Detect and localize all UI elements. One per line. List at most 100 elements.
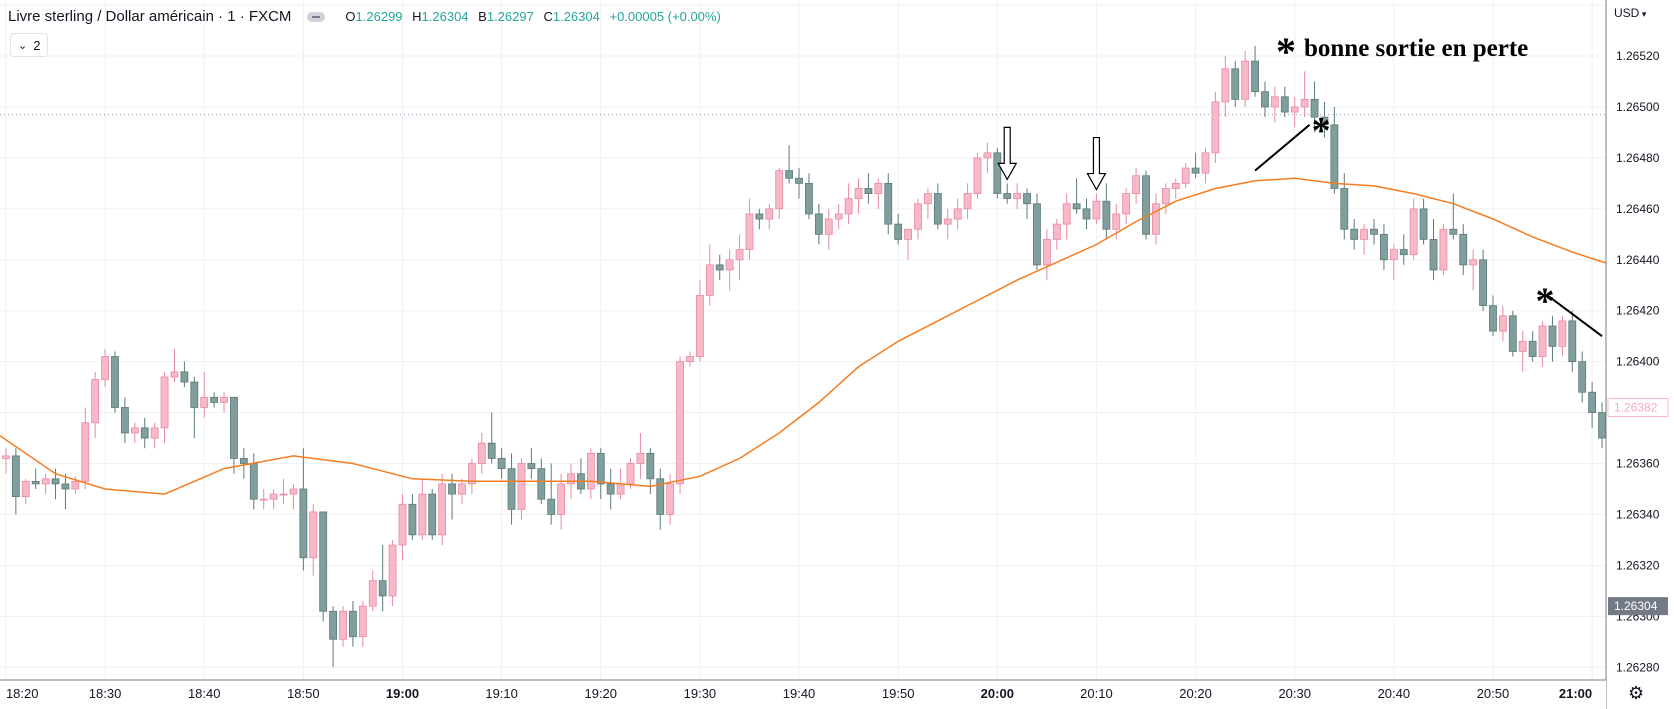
- candle-body: [1033, 203, 1041, 266]
- candle-body: [596, 452, 605, 485]
- candle-body: [1419, 208, 1428, 240]
- candle: [725, 249, 734, 291]
- candle-body: [388, 544, 397, 597]
- candle-body: [428, 493, 437, 536]
- candle: [1201, 147, 1210, 184]
- time-tick-label: 18:40: [188, 686, 221, 701]
- symbol-title[interactable]: Livre sterling / Dollar américain · 1 · …: [8, 8, 292, 25]
- candle: [606, 468, 615, 510]
- candle: [1459, 224, 1468, 276]
- candle-body: [230, 396, 238, 459]
- candle: [1171, 178, 1180, 199]
- candle-body: [1399, 249, 1408, 256]
- candle-body: [477, 442, 486, 464]
- candle-body: [884, 182, 893, 225]
- candle: [1181, 162, 1190, 189]
- candle: [339, 606, 347, 647]
- candle: [279, 478, 288, 505]
- candle-body: [567, 473, 575, 485]
- high-value: 1.26304: [421, 9, 469, 24]
- candle-body: [140, 427, 149, 439]
- price-tick-label: 1.26320: [1616, 558, 1660, 572]
- candle-body: [1102, 200, 1111, 230]
- candle: [31, 468, 40, 489]
- candle: [874, 178, 883, 209]
- candle: [1161, 183, 1170, 214]
- candle-body: [81, 422, 90, 482]
- candle-body: [378, 580, 387, 597]
- candle-body: [398, 503, 407, 546]
- candle-body: [41, 478, 50, 485]
- candle: [111, 351, 119, 413]
- candle-body: [91, 379, 100, 424]
- candle-body: [705, 264, 714, 296]
- candle: [170, 348, 179, 383]
- candle-body: [735, 249, 744, 261]
- candle: [884, 173, 893, 235]
- time-tick-label: 18:20: [6, 686, 39, 701]
- candle: [448, 473, 456, 520]
- candle: [438, 473, 447, 546]
- open-label: O: [345, 9, 356, 24]
- annotation-label: * bonne sortie en perte: [1276, 28, 1528, 75]
- candle-body: [1528, 340, 1537, 357]
- candle-body: [1429, 239, 1438, 271]
- price-tick-label: 1.26460: [1616, 202, 1660, 216]
- candle: [11, 448, 20, 515]
- candle-body: [497, 458, 506, 470]
- candle-body: [1092, 200, 1101, 220]
- candle-body: [329, 610, 337, 640]
- last-price-label-bg: [1608, 597, 1668, 616]
- candle-body: [487, 442, 496, 459]
- candle-body: [1042, 239, 1051, 266]
- candle: [963, 183, 972, 220]
- candle: [220, 392, 228, 413]
- candle: [299, 448, 308, 571]
- candle: [2, 448, 10, 474]
- candle-body: [1003, 193, 1012, 200]
- hide-legend-icon[interactable]: [307, 11, 326, 22]
- candle-body: [1300, 98, 1309, 108]
- candle-body: [130, 427, 139, 434]
- candle-body: [1201, 152, 1210, 174]
- candle-body: [586, 452, 595, 490]
- candle: [368, 570, 377, 612]
- candle: [943, 208, 952, 240]
- candle: [735, 234, 744, 281]
- annotation-line: [1546, 294, 1603, 337]
- candle: [636, 432, 645, 479]
- indicators-toggle[interactable]: ⌄ 2: [10, 33, 49, 57]
- candle: [785, 145, 794, 184]
- price-tick-label: 1.26420: [1616, 304, 1660, 318]
- candle-body: [805, 182, 813, 215]
- gear-icon[interactable]: ⚙: [1628, 683, 1645, 703]
- candle-body: [1181, 167, 1190, 184]
- candle: [834, 203, 843, 230]
- candle-body: [438, 483, 447, 536]
- candle-body: [854, 188, 863, 200]
- candle: [775, 168, 784, 220]
- candle: [557, 473, 566, 530]
- candle-body: [715, 264, 724, 271]
- time-tick-label: 19:40: [783, 686, 816, 701]
- candle-body: [676, 361, 684, 485]
- candle: [1062, 193, 1071, 240]
- annotation-star-marker: *: [1536, 280, 1555, 322]
- candle: [1409, 198, 1418, 260]
- candle-body: [31, 480, 40, 485]
- candle-body: [121, 407, 129, 434]
- candle-body: [1449, 228, 1458, 235]
- candle-body: [1459, 233, 1468, 266]
- candle: [1340, 173, 1349, 240]
- candle-body: [190, 381, 199, 408]
- time-tick-label: 19:00: [386, 686, 419, 701]
- candle-body: [894, 223, 903, 240]
- annotation-star-marker: *: [1312, 110, 1331, 152]
- candle: [1092, 193, 1101, 225]
- candle-body: [1558, 320, 1567, 347]
- candle: [547, 463, 556, 525]
- candle: [121, 397, 129, 444]
- currency-selector[interactable]: USD ▾: [1614, 6, 1646, 20]
- time-tick-label: 18:30: [89, 686, 122, 701]
